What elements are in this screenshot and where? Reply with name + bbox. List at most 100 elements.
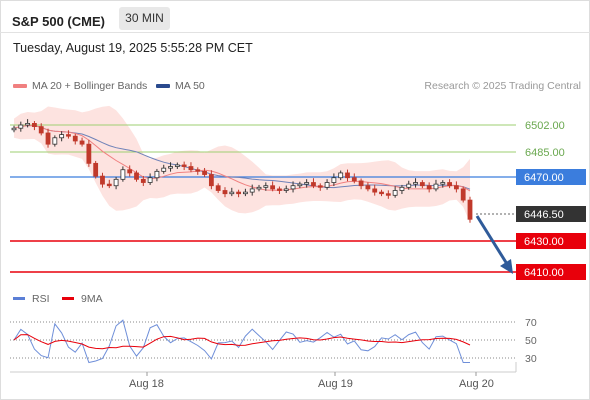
forecast-arrow: [475, 215, 509, 265]
candle-body: [66, 134, 71, 137]
candle-body: [45, 132, 51, 145]
rsi-ma-swatch-icon: [62, 297, 74, 300]
candle-body: [174, 164, 180, 167]
candle-body: [358, 180, 364, 187]
bollinger-band: [14, 105, 470, 223]
rsi-tick-50: 50: [525, 335, 537, 347]
candle-body: [283, 188, 289, 191]
support-tag-1: [516, 233, 586, 249]
x-label-aug19: Aug 19: [318, 378, 353, 390]
x-label-aug20: Aug 20: [459, 378, 494, 390]
candle-body: [426, 185, 432, 190]
timestamp: Tuesday, August 19, 2025 5:55:28 PM CET: [13, 41, 253, 55]
candle-body: [18, 124, 24, 129]
research-credit: Research © 2025 Trading Central: [424, 80, 581, 92]
candle-body: [270, 185, 276, 190]
candle-body: [372, 188, 378, 193]
candle-body: [460, 188, 466, 201]
rsi-swatch-icon: [13, 297, 25, 300]
candle-body: [243, 191, 248, 195]
candle-body: [100, 175, 105, 185]
timeframe-button[interactable]: 30 MIN: [119, 7, 170, 30]
ma50-swatch-icon: [156, 84, 170, 89]
candle-body: [447, 182, 452, 187]
level-label-last: 6446.50: [524, 209, 564, 221]
candle-body: [195, 169, 201, 172]
forecast-arrow-head-icon: [500, 259, 513, 274]
candle-body: [11, 127, 17, 131]
candle-body: [331, 177, 337, 183]
candle-body: [263, 185, 269, 188]
header-divider: [0, 32, 590, 33]
candlesticks: [11, 119, 473, 223]
last-price-tag: [516, 206, 586, 222]
candle-body: [188, 166, 194, 171]
candle-body: [433, 183, 439, 190]
rsi-label: RSI: [32, 293, 50, 305]
candle-body: [392, 190, 398, 196]
candle-body: [413, 182, 418, 185]
candle-body: [317, 185, 323, 188]
level-label-s1: 6430.00: [524, 236, 564, 248]
candle-body: [406, 183, 412, 188]
candle-body: [277, 188, 282, 191]
pivot-tag: [516, 169, 586, 185]
level-label-r2: 6502.00: [525, 120, 565, 132]
candle-body: [351, 177, 357, 182]
candle-body: [38, 126, 44, 134]
candle-body: [297, 183, 303, 187]
candle-body: [72, 135, 78, 142]
ma20-swatch-icon: [13, 84, 27, 89]
candle-body: [290, 185, 296, 190]
candle-body: [168, 166, 173, 169]
legend-ma20-bb: MA 20 + Bollinger Bands: [13, 80, 147, 92]
candle-body: [32, 123, 37, 127]
candle-body: [215, 185, 221, 191]
candle-body: [256, 186, 262, 190]
rsi-line: [13, 319, 470, 364]
candle-body: [113, 178, 119, 187]
ma20-line: [13, 124, 471, 192]
candle-body: [324, 182, 330, 188]
candle-body: [161, 167, 167, 172]
rsi-tick-30: 30: [525, 353, 537, 365]
candle-body: [379, 191, 384, 195]
candle-body: [127, 169, 133, 174]
candle-body: [79, 140, 85, 145]
candle-body: [440, 182, 446, 185]
candle-body: [25, 123, 31, 126]
level-label-pivot: 6470.00: [524, 172, 564, 184]
candle-body: [419, 182, 425, 187]
candle-body: [147, 177, 153, 183]
legend-ma50-label: MA 50: [175, 80, 205, 92]
level-label-s2: 6410.00: [524, 267, 564, 279]
candle-body: [93, 162, 99, 177]
rsi-ma-label: 9MA: [81, 293, 103, 305]
candle-body: [140, 178, 146, 183]
level-label-r1: 6485.00: [525, 147, 565, 159]
candle-body: [120, 169, 126, 180]
legend-ma50: MA 50: [156, 80, 205, 92]
candle-body: [222, 190, 228, 195]
candle-body: [311, 182, 316, 187]
legend-ma20-label: MA 20 + Bollinger Bands: [32, 80, 148, 92]
candle-body: [338, 172, 344, 179]
candle-body: [365, 185, 371, 190]
candle-body: [202, 170, 207, 175]
candle-body: [229, 191, 235, 195]
candle-body: [181, 164, 187, 167]
candle-body: [345, 172, 350, 179]
candle-body: [52, 137, 58, 145]
candle-body: [304, 182, 310, 185]
candle-body: [59, 134, 65, 139]
candle-body: [208, 174, 214, 187]
support-tag-2: [516, 264, 586, 280]
candle-body: [86, 143, 92, 164]
candle-body: [385, 193, 391, 196]
candle-body: [106, 183, 112, 187]
x-label-aug18: Aug 18: [129, 378, 164, 390]
candle-body: [399, 186, 405, 191]
candle-body: [467, 199, 473, 220]
candle-body: [249, 188, 255, 193]
rsi-tick-70: 70: [525, 317, 537, 329]
